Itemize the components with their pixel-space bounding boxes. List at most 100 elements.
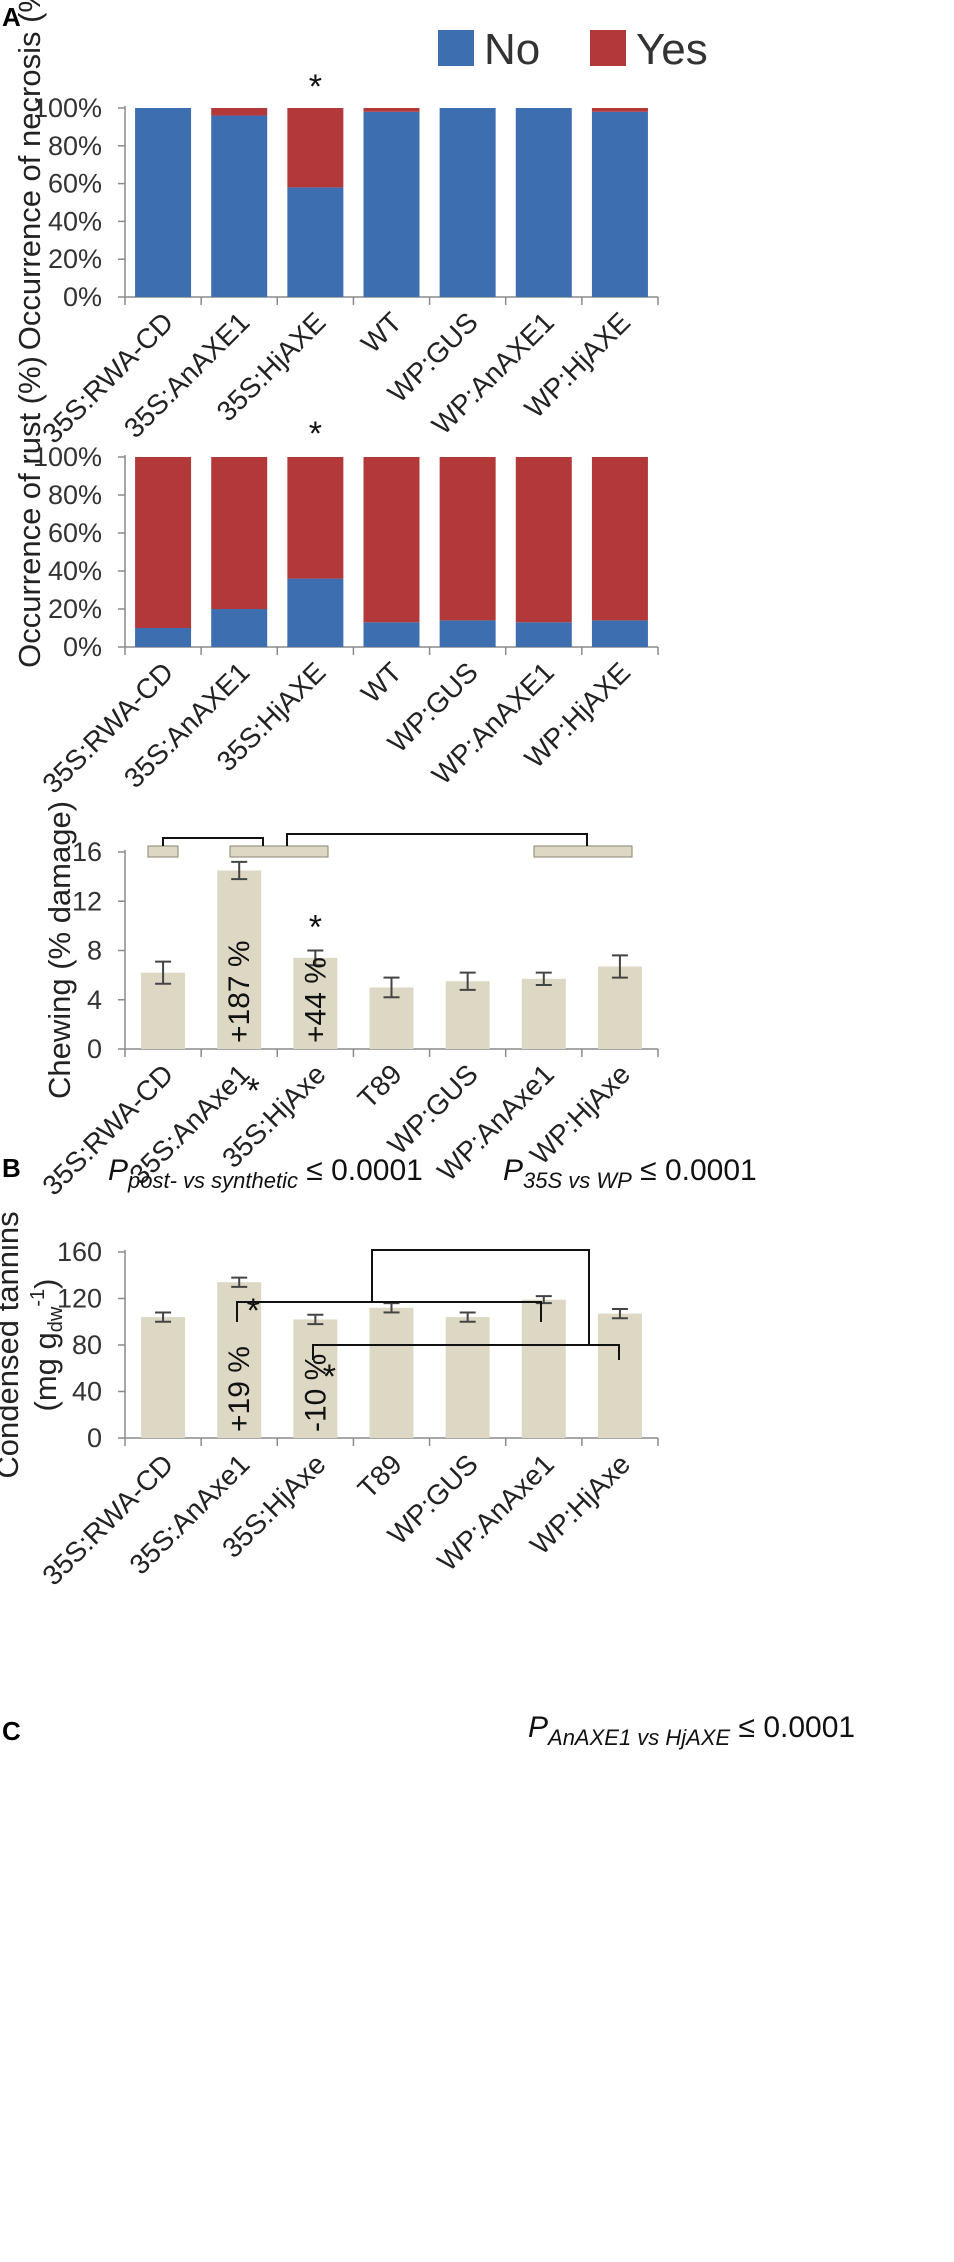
- comparison-value: ≤ 0.0001: [298, 1154, 423, 1187]
- category-label-35s-rwa-cd: 35S:RWA-CD: [36, 1448, 179, 1591]
- y-tick-label: 16: [72, 837, 102, 867]
- bracket-anaxe1-vs-hjaxe: [371, 1249, 590, 1345]
- bar-t89: [369, 1307, 414, 1438]
- group-bar-wp: [533, 845, 633, 858]
- y-axis-label: Condensed tannins: [0, 1211, 25, 1478]
- category-label-t89: T89: [352, 1058, 408, 1114]
- bar-wp-anaxe1: [521, 1299, 566, 1438]
- bar-no-wp-hjaxe: [591, 620, 648, 647]
- y-axis-label: Chewing (% damage): [42, 801, 77, 1099]
- y-tick-label: 100%: [33, 442, 102, 472]
- necrosis-chart: 0%20%40%60%80%100%35S:RWA-CD35S:AnAXE135…: [12, 0, 659, 449]
- y-tick-label: 8: [87, 936, 102, 966]
- significance-star: *: [309, 415, 322, 453]
- bracket-hjaxe: [312, 1344, 620, 1360]
- bar-35s-rwa-cd: [141, 972, 186, 1049]
- bar-no-35s-rwa-cd: [135, 108, 192, 297]
- y-tick-label: 20%: [48, 594, 102, 624]
- y-tick-label: 40%: [48, 556, 102, 586]
- percent-change-label: -10 %: [299, 1354, 332, 1432]
- significance-star: *: [247, 1292, 260, 1330]
- tannins-chart: 0408012016035S:RWA-CD35S:AnAxe135S:HjAxe…: [0, 1211, 659, 1591]
- y-tick-label: 0%: [63, 632, 102, 662]
- legend-yes-swatch: [590, 30, 626, 66]
- bar-35s-anaxe1: [217, 1282, 262, 1438]
- percent-change-label: +44 %: [299, 957, 332, 1043]
- bar-yes-wp-hjaxe: [591, 457, 648, 621]
- bar-yes-wt: [363, 108, 420, 112]
- comparison-p: P: [503, 1154, 523, 1187]
- bar-no-35s-rwa-cd: [135, 628, 192, 647]
- y-tick-label: 80%: [48, 131, 102, 161]
- bar-yes-wp-gus: [439, 457, 496, 621]
- y-tick-label: 80: [72, 1330, 102, 1360]
- bar-yes-35s-hjaxe: [287, 108, 344, 188]
- bar-yes-35s-anaxe1: [211, 457, 268, 609]
- percent-change-label: +187 %: [223, 940, 256, 1043]
- comparison-value: ≤ 0.0001: [632, 1154, 757, 1187]
- bar-yes-wp-anaxe1: [515, 457, 572, 623]
- comparison-sub: AnAXE1 vs HjAXE: [546, 1725, 731, 1750]
- bar-no-35s-anaxe1: [211, 115, 268, 297]
- legend-yes-label: Yes: [636, 25, 708, 74]
- bar-35s-anaxe1: [217, 870, 262, 1049]
- bar-no-35s-anaxe1: [211, 609, 268, 647]
- category-label-t89: T89: [352, 1448, 408, 1504]
- y-tick-label: 4: [87, 985, 102, 1015]
- legend-no-label: No: [484, 25, 540, 74]
- y-tick-label: 40: [72, 1377, 102, 1407]
- panel-label-b: B: [2, 1153, 21, 1183]
- category-label-35s-rwa-cd: 35S:RWA-CD: [36, 306, 179, 449]
- bar-no-wt: [363, 622, 420, 647]
- y-tick-label: 0: [87, 1034, 102, 1064]
- bar-yes-35s-hjaxe: [287, 457, 344, 579]
- rust-chart: 0%20%40%60%80%100%35S:RWA-CD35S:AnAXE135…: [12, 356, 659, 799]
- bar-yes-wt: [363, 457, 420, 623]
- comparison-sub: post- vs synthetic: [127, 1168, 298, 1193]
- bar-wp-anaxe1: [521, 978, 566, 1049]
- bar-wp-hjaxe: [597, 1313, 642, 1438]
- bracket-anaxe1: [236, 1301, 542, 1322]
- comparison-label-post-synthetic: Ppost- vs synthetic ≤ 0.0001: [108, 1154, 423, 1193]
- y-tick-label: 12: [72, 886, 102, 916]
- bar-35s-rwa-cd: [141, 1317, 186, 1438]
- legend: No Yes: [438, 25, 708, 74]
- y-tick-label: 60%: [48, 169, 102, 199]
- y-tick-label: 80%: [48, 480, 102, 510]
- significance-star: *: [309, 68, 322, 106]
- comparison-sub: 35S vs WP: [523, 1168, 632, 1193]
- comparison-p: P: [108, 1154, 128, 1187]
- category-label-35s-rwa-cd: 35S:RWA-CD: [36, 656, 179, 799]
- group-bar-35s: [229, 845, 329, 858]
- bar-no-wp-hjaxe: [591, 111, 648, 297]
- panel-label-a: A: [2, 2, 21, 32]
- y-tick-label: 20%: [48, 244, 102, 274]
- bracket-35s-vs-wp: [286, 833, 588, 846]
- y-axis-label: Occurrence of necrosis (%): [12, 0, 47, 350]
- bracket-post-vs-synthetic: [162, 837, 264, 846]
- group-bar-post: [147, 845, 179, 858]
- bar-yes-35s-anaxe1: [211, 108, 268, 116]
- bar-no-wp-anaxe1: [515, 622, 572, 647]
- y-tick-label: 120: [57, 1284, 102, 1314]
- bar-wp-hjaxe: [597, 966, 642, 1049]
- bar-no-35s-hjaxe: [287, 187, 344, 297]
- legend-no-swatch: [438, 30, 474, 66]
- bar-yes-35s-rwa-cd: [135, 457, 192, 628]
- significance-star: *: [323, 1358, 336, 1396]
- comparison-label-anaxe1-hjaxe: PAnAXE1 vs HjAXE ≤ 0.0001: [528, 1711, 855, 1750]
- percent-change-label: +19 %: [223, 1346, 256, 1432]
- comparison-value: ≤ 0.0001: [730, 1711, 855, 1744]
- y-tick-label: 60%: [48, 518, 102, 548]
- comparison-p: P: [528, 1711, 548, 1744]
- y-tick-label: 0%: [63, 282, 102, 312]
- bar-no-wp-anaxe1: [515, 108, 572, 297]
- y-tick-label: 0: [87, 1423, 102, 1453]
- bar-35s-hjaxe: [293, 957, 338, 1049]
- bar-no-wp-gus: [439, 108, 496, 297]
- category-label-wt: WT: [355, 656, 408, 709]
- y-tick-label: 100%: [33, 93, 102, 123]
- bar-no-wt: [363, 111, 420, 297]
